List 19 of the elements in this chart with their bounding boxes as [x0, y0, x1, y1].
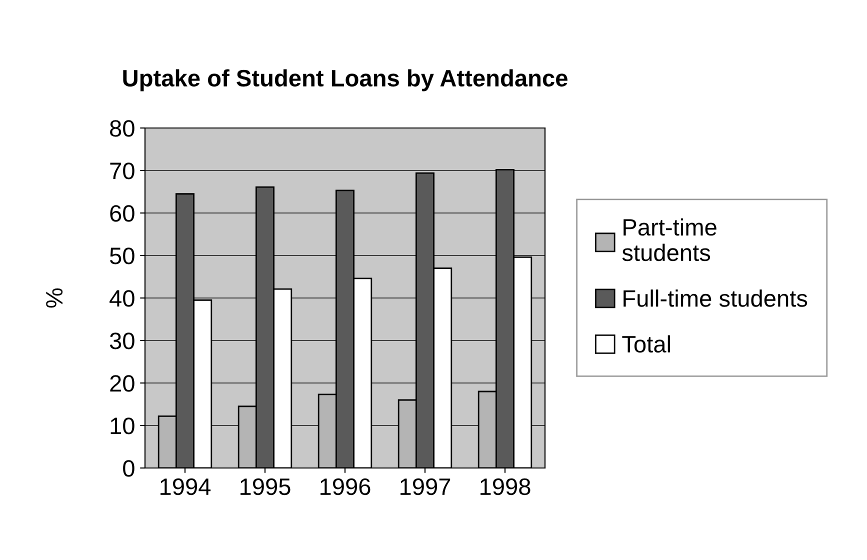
y-tick-label: 10	[110, 418, 134, 434]
y-tick-label: 50	[110, 248, 134, 264]
y-tick-label: 70	[110, 162, 134, 180]
legend-label: Full-time students	[624, 290, 808, 307]
x-tick-label: 1994	[160, 478, 211, 496]
chart-title: Uptake of Student Loans by Attendance	[123, 69, 568, 92]
legend-label: Total	[622, 335, 670, 353]
y-axis-title: %	[46, 288, 63, 308]
y-tick-label: 60	[110, 205, 134, 222]
y-tick-label: 40	[110, 290, 134, 307]
x-tick-label: 1996	[320, 478, 370, 496]
y-tick-label: 20	[110, 375, 134, 392]
x-tick-label: 1995	[240, 478, 290, 496]
x-tick-label: 1998	[480, 478, 530, 496]
y-tick-label: 0	[123, 460, 134, 477]
y-tick-label: 30	[110, 332, 134, 350]
x-tick-label: 1997	[400, 478, 450, 496]
y-tick-label: 80	[110, 120, 134, 137]
legend-label: Part-time students	[622, 218, 716, 262]
